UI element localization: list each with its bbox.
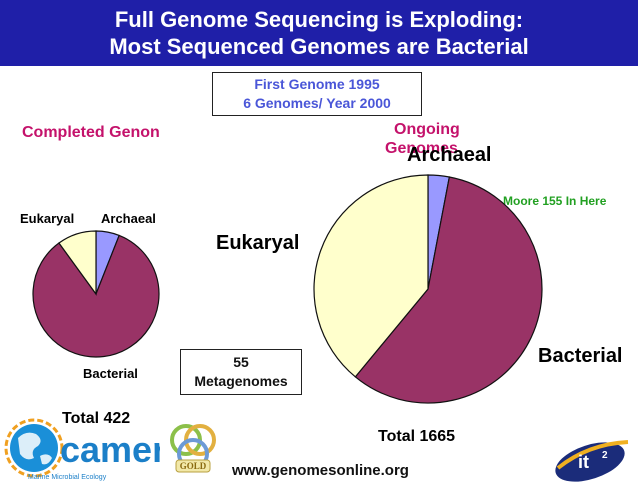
first-genome-box: First Genome 1995 6 Genomes/ Year 2000 bbox=[212, 72, 422, 116]
metagenomes-count: 55 bbox=[233, 354, 249, 370]
slide-title: Full Genome Sequencing is Exploding: Mos… bbox=[0, 0, 638, 66]
moore-note: Moore 155 In Here bbox=[503, 194, 607, 208]
gold-logo: GOLD bbox=[170, 424, 216, 473]
it2-logo: it 2 bbox=[555, 440, 629, 482]
pie-slice-bacterial bbox=[354, 176, 543, 404]
completed-label-bacterial: Bacterial bbox=[83, 366, 138, 381]
completed-label-archaeal: Archaeal bbox=[101, 211, 156, 226]
title-line-2: Most Sequenced Genomes are Bacterial bbox=[109, 34, 529, 59]
metagenomes-label: Metagenomes bbox=[194, 373, 288, 389]
ongoing-pie-title-line-2: Genomes bbox=[385, 140, 458, 157]
camera-logo-text: camera bbox=[60, 429, 160, 470]
pie-slice-eukaryal bbox=[313, 174, 429, 378]
completed-label-eukaryal: Eukaryal bbox=[20, 211, 75, 226]
pie-slice-eukaryal bbox=[58, 230, 97, 296]
pie-slice-bacterial bbox=[32, 234, 160, 358]
ongoing-label-eukaryal: Eukaryal bbox=[216, 232, 300, 254]
genomes-per-year-text: 6 Genomes/ Year 2000 bbox=[243, 95, 391, 111]
gold-logo-text: GOLD bbox=[180, 461, 207, 471]
ongoing-label-bacterial: Bacterial bbox=[538, 345, 623, 367]
ongoing-total: Total 1665 bbox=[378, 428, 456, 445]
it2-logo-text: it bbox=[578, 452, 589, 472]
camera-logo-tagline: Marine Microbial Ecology bbox=[28, 474, 107, 481]
title-line-1: Full Genome Sequencing is Exploding: bbox=[114, 7, 524, 32]
genomes-online-url[interactable]: www.genomesonline.org bbox=[232, 462, 409, 479]
globe-icon bbox=[4, 418, 64, 478]
completed-total: Total 422 bbox=[62, 410, 131, 427]
camera-logo: camera Marine Microbial Ecology bbox=[4, 418, 160, 481]
first-genome-text: First Genome 1995 bbox=[254, 76, 380, 92]
svg-text:2: 2 bbox=[602, 450, 608, 461]
ongoing-pie-title-line-1: Ongoing bbox=[394, 121, 460, 138]
metagenomes-box: 55 Metagenomes bbox=[180, 349, 302, 395]
completed-pie-title: Completed Genon bbox=[22, 124, 160, 141]
ongoing-label-archaeal: Archaeal bbox=[407, 144, 492, 166]
